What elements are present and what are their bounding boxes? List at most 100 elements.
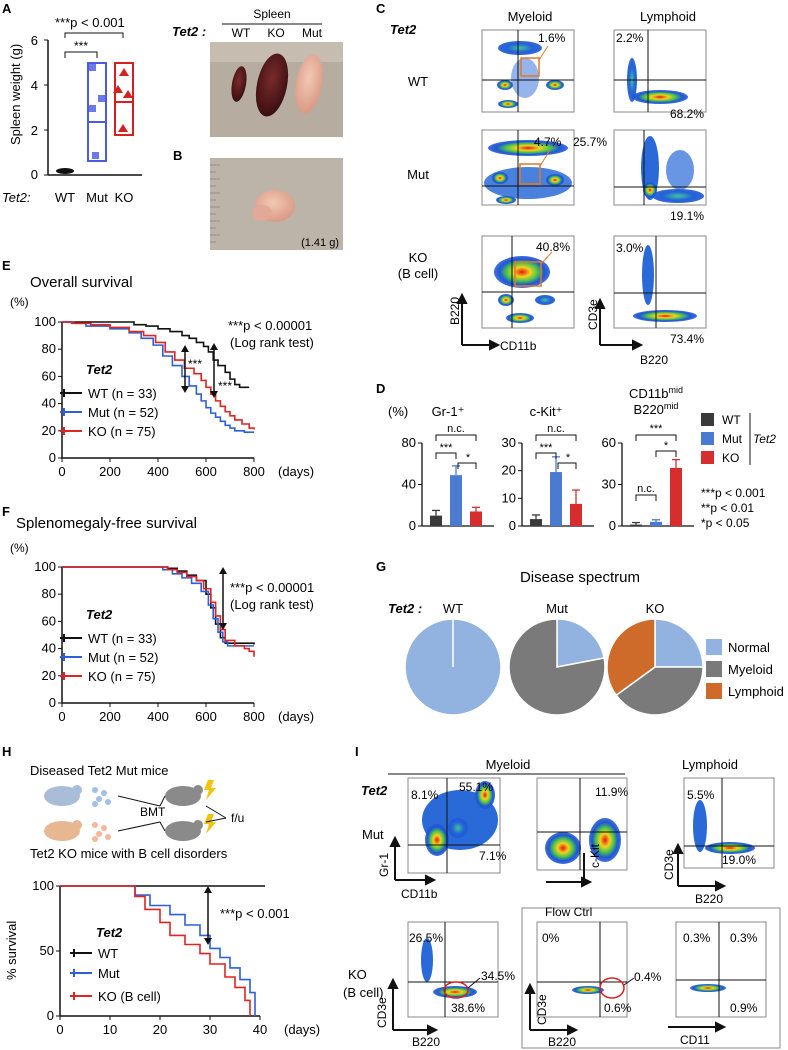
panel-h-bottom: Tet2 KO mice with B cell disorders — [30, 846, 228, 861]
survival-line-wt — [62, 321, 250, 389]
arrow-head — [210, 343, 218, 350]
legend-label: WT (n = 33) — [88, 386, 157, 401]
axis-label: B220 — [640, 353, 668, 367]
legend-label: WT — [98, 946, 118, 961]
y-tick-label: 60 — [42, 613, 56, 628]
y-tick-label: 80 — [402, 435, 416, 450]
panel-d-title: Gr-1⁺ — [432, 404, 465, 419]
y-tick-label: 10 — [502, 490, 516, 505]
y-tick-label: 0 — [49, 695, 56, 710]
panel-g-pies — [404, 618, 704, 716]
quadrant-pct: 0.6% — [604, 1001, 632, 1015]
mouse-diagram — [44, 780, 227, 842]
panel-f-sig: ***p < 0.00001 — [230, 580, 314, 595]
flow-plot-c-myeloid-mut — [481, 129, 575, 206]
sig-label: n.c. — [447, 423, 465, 435]
axis-label: B220 — [448, 297, 462, 325]
panel-label-d: D — [376, 381, 385, 396]
bar-wt — [630, 524, 642, 526]
panel-e-legend-title: Tet2 — [86, 362, 113, 377]
x-tick-label: 10 — [103, 1022, 117, 1037]
panel-h-chart: 0 50 100 0 10 20 30 40 (days) — [32, 878, 320, 1037]
panel-d-legend — [701, 413, 751, 465]
x-tick-label: 20 — [153, 1022, 167, 1037]
pie-slice-normal — [556, 618, 606, 668]
quadrant-pct: 7.1% — [479, 849, 507, 863]
flow-plot-i-mut-3 — [683, 777, 775, 869]
x-tick-label: 400 — [147, 464, 169, 479]
x-tick-label: 0 — [58, 709, 65, 724]
splenomegaly-photo — [210, 158, 343, 250]
y-tick-label: 60 — [602, 435, 616, 450]
panel-g-legend — [706, 639, 722, 699]
panel-c-row-label: KO — [409, 250, 428, 265]
x-tick-label: 400 — [147, 709, 169, 724]
quadrant-pct: 0.3% — [730, 931, 758, 945]
quadrant-pct: 38.6% — [451, 1001, 485, 1015]
legend-label: KO (n = 75) — [88, 669, 156, 684]
y-tick-label: 40 — [402, 477, 416, 492]
arrow-head — [219, 623, 227, 630]
panel-a-ko-box — [113, 62, 134, 136]
quadrant-pct: 34.5% — [481, 969, 515, 983]
y-tick-label: 100 — [34, 314, 56, 329]
panel-label-f: F — [2, 504, 10, 519]
arrow-head — [210, 391, 218, 398]
y-tick-label: 20 — [42, 423, 56, 438]
y-tick-label: 60 — [42, 368, 56, 383]
gate-pct: 40.8% — [536, 240, 570, 254]
pie-slice-normal — [654, 618, 704, 668]
x-tick-label: 0 — [56, 1022, 63, 1037]
bar-ko — [670, 467, 682, 526]
bar-mut — [650, 521, 662, 526]
panel-a-ytick: 0 — [31, 167, 38, 182]
y-tick-label: 100 — [32, 878, 54, 893]
panel-d-title: B220mid — [634, 401, 679, 417]
survival-line-mut — [60, 885, 256, 1016]
panel-c-col-myeloid: Myeloid — [508, 9, 553, 24]
y-tick-label: 0 — [409, 518, 416, 533]
panel-label-e: E — [2, 258, 11, 273]
panel-e-bracket: *** — [188, 357, 202, 371]
sig-bracket — [635, 494, 657, 501]
flow-plot-c-myeloid-wt — [481, 29, 575, 113]
panel-f-title: Splenomegaly-free survival — [16, 515, 197, 532]
y-tick-label: 0 — [47, 1008, 54, 1023]
flow-plot-c-lymphoid-ko — [613, 235, 707, 329]
panel-a-xtick: Mut — [86, 190, 108, 205]
panel-e-legend — [60, 389, 82, 435]
quadrant-pct: 2.2% — [616, 31, 644, 45]
x-tick-label: 800 — [243, 464, 265, 479]
panel-label-a: A — [2, 1, 12, 16]
axis-label: CD11b — [500, 339, 537, 353]
y-tick-label: 20 — [502, 463, 516, 478]
panel-d-title: c-Kit⁺ — [530, 404, 563, 419]
legend-label: Normal — [728, 640, 770, 655]
panel-a-ytick: 4 — [31, 78, 38, 93]
panel-a-wt-points — [56, 168, 74, 174]
y-tick-label: 40 — [42, 396, 56, 411]
panel-e-chart: 0 20 40 60 80 100 0 200 400 600 800 (days) — [34, 314, 314, 479]
x-axis-label: (days) — [278, 464, 314, 479]
flow-plot-i-ko-2 — [536, 921, 635, 1018]
x-tick-label: 200 — [99, 709, 121, 724]
bar-ko — [570, 503, 582, 526]
flow-plot-i-mut-1 — [407, 777, 501, 874]
legend-label: KO (B cell) — [98, 989, 161, 1004]
quadrant-pct: 8.1% — [411, 788, 439, 802]
spleen-photo — [210, 42, 343, 137]
pie-label: KO — [646, 601, 665, 616]
x-axis-label: (days) — [284, 1022, 320, 1037]
panel-e-bracket: *** — [218, 379, 232, 393]
sig-label: n.c. — [547, 423, 565, 435]
panel-i-row: (B cell) — [343, 985, 383, 1000]
bar-wt — [530, 519, 542, 526]
legend-label: Myeloid — [728, 662, 773, 677]
panel-a-ylabel: Spleen weight (g) — [8, 44, 23, 145]
legend-label: KO (n = 75) — [88, 424, 156, 439]
flow-plot-c-lymphoid-wt — [613, 29, 707, 113]
panel-a-brackets — [64, 32, 124, 58]
pie-label: Mut — [546, 601, 568, 616]
panel-h-sig: ***p < 0.001 — [220, 906, 290, 921]
